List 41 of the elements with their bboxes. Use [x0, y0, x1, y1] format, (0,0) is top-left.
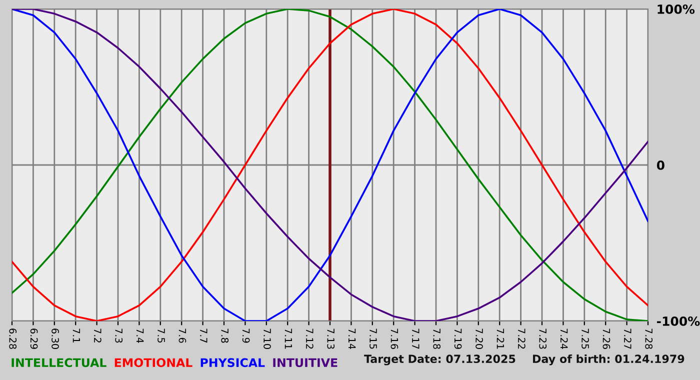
- x-tick-label: 7.25: [582, 328, 589, 349]
- text: INTELLECTUAL: [12, 358, 106, 368]
- x-tick-label: 7.24: [560, 328, 568, 350]
- x-tick-label: 6.29: [30, 328, 38, 349]
- x-tick-label: 7.8: [221, 328, 229, 343]
- line-series: [12, 9, 648, 321]
- x-tick-label: 7.26: [602, 328, 610, 349]
- y-tick-label: -100%: [657, 316, 700, 326]
- x-tick-label: 6.28: [9, 328, 17, 349]
- x-tick-label: 7.22: [518, 328, 526, 349]
- x-tick-label: 7.2: [94, 328, 102, 342]
- y-tick-label: 100%: [658, 4, 695, 14]
- y-tick-label: 0: [656, 160, 664, 170]
- x-tick-label: 7.10: [264, 328, 271, 349]
- x-tick-label: 7.3: [115, 328, 123, 343]
- x-tick-label: 7.14: [348, 328, 356, 350]
- text: EMOTIONAL: [114, 358, 192, 368]
- x-tick-label: 7.9: [242, 328, 250, 343]
- x-tick-label: 7.19: [454, 328, 462, 349]
- x-tick-label: 7.6: [178, 328, 186, 343]
- text: INTUITIVE: [273, 358, 338, 368]
- text: Target Date: 07.13.2025: [364, 354, 516, 366]
- text: PHYSICAL: [200, 358, 265, 368]
- x-tick-label: 7.21: [496, 328, 504, 349]
- x-tick-label: 6.30: [52, 328, 59, 349]
- x-tick-label: 7.28: [645, 328, 653, 349]
- x-tick-label: 7.13: [327, 328, 335, 349]
- x-tick-label: 7.27: [624, 328, 632, 349]
- x-tick-label: 7.12: [306, 328, 314, 349]
- x-tick-label: 7.7: [200, 328, 208, 343]
- text: Day of birth: 01.24.1979: [533, 354, 684, 366]
- x-tick-label: 7.5: [158, 328, 165, 343]
- x-tick-label: 7.15: [370, 328, 377, 349]
- x-tick-label: 7.18: [433, 328, 441, 349]
- x-tick-label: 7.20: [476, 328, 483, 349]
- x-tick-label: 7.1: [72, 328, 80, 343]
- x-tick-label: 7.23: [539, 328, 547, 349]
- x-tick-label: 7.11: [284, 328, 292, 349]
- x-tick-label: 7.4: [136, 328, 144, 343]
- x-tick-label: 7.17: [412, 328, 420, 349]
- x-tick-label: 7.16: [390, 328, 398, 349]
